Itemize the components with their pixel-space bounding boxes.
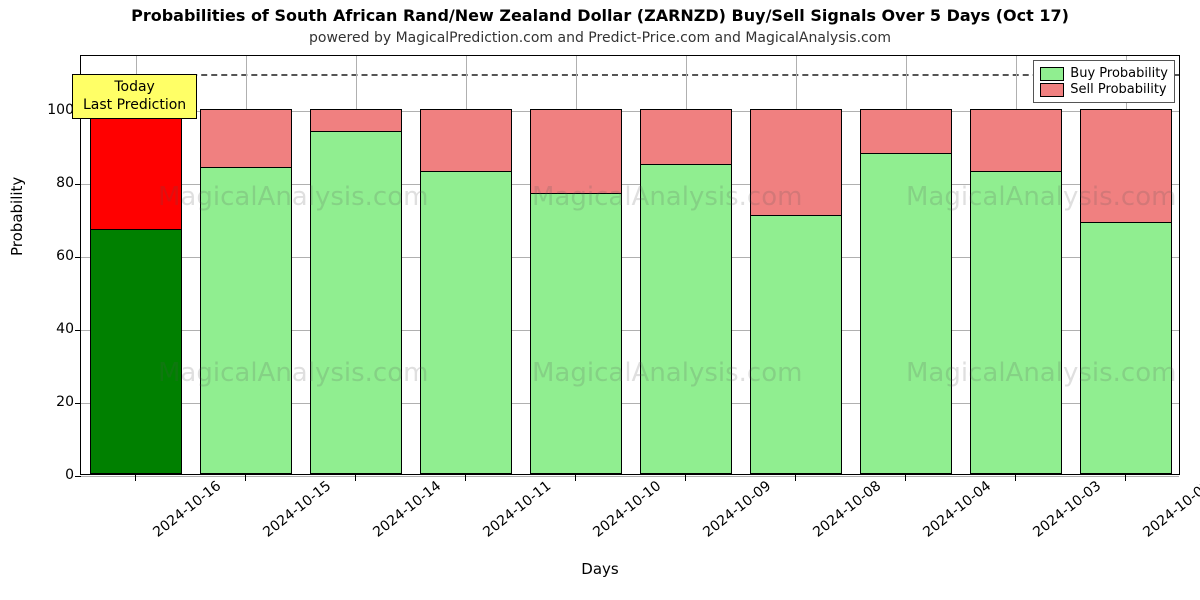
- buy-bar: [420, 171, 512, 474]
- bar-group: [860, 54, 952, 474]
- bar-group: [970, 54, 1062, 474]
- buy-bar: [310, 131, 402, 474]
- chart-figure: Probabilities of South African Rand/New …: [0, 0, 1200, 600]
- ytick-label: 80: [4, 175, 74, 191]
- xtick-mark: [465, 475, 466, 481]
- bar-group: [200, 54, 292, 474]
- ytick-label: 0: [4, 467, 74, 483]
- xtick-mark: [905, 475, 906, 481]
- xtick-label: 2024-10-14: [370, 478, 444, 541]
- buy-bar: [970, 171, 1062, 474]
- ytick-mark: [75, 403, 81, 404]
- legend-swatch: [1040, 83, 1064, 97]
- ytick-mark: [75, 330, 81, 331]
- xtick-label: 2024-10-11: [480, 478, 554, 541]
- legend-item: Sell Probability: [1040, 82, 1168, 97]
- ytick-label: 40: [4, 321, 74, 337]
- bar-group: [530, 54, 622, 474]
- chart-subtitle: powered by MagicalPrediction.com and Pre…: [0, 30, 1200, 46]
- legend-swatch: [1040, 67, 1064, 81]
- buy-bar: [90, 229, 182, 474]
- xtick-mark: [245, 475, 246, 481]
- xtick-label: 2024-10-03: [1030, 478, 1104, 541]
- xtick-mark: [1125, 475, 1126, 481]
- chart-title: Probabilities of South African Rand/New …: [0, 6, 1200, 25]
- buy-bar: [640, 164, 732, 474]
- ytick-label: 20: [4, 394, 74, 410]
- xtick-mark: [355, 475, 356, 481]
- today-annotation: Today Last Prediction: [72, 74, 197, 119]
- bar-group: [1080, 54, 1172, 474]
- xtick-mark: [685, 475, 686, 481]
- xtick-mark: [795, 475, 796, 481]
- xtick-label: 2024-10-02: [1140, 478, 1200, 541]
- buy-bar: [1080, 222, 1172, 474]
- bar-group: [640, 54, 732, 474]
- legend-label: Buy Probability: [1070, 66, 1168, 81]
- xtick-mark: [135, 475, 136, 481]
- ytick-mark: [75, 184, 81, 185]
- buy-bar: [750, 215, 842, 474]
- xtick-label: 2024-10-10: [590, 478, 664, 541]
- xtick-label: 2024-10-16: [150, 478, 224, 541]
- xtick-label: 2024-10-15: [260, 478, 334, 541]
- bar-group: [750, 54, 842, 474]
- buy-bar: [530, 193, 622, 474]
- ytick-mark: [75, 257, 81, 258]
- ytick-label: 60: [4, 248, 74, 264]
- legend-label: Sell Probability: [1070, 82, 1166, 97]
- xtick-label: 2024-10-08: [810, 478, 884, 541]
- xtick-label: 2024-10-04: [920, 478, 994, 541]
- legend-item: Buy Probability: [1040, 66, 1168, 81]
- xtick-mark: [575, 475, 576, 481]
- plot-area: Today Last PredictionMagicalAnalysis.com…: [80, 55, 1180, 475]
- x-axis-label: Days: [0, 560, 1200, 578]
- legend: Buy ProbabilitySell Probability: [1033, 60, 1175, 103]
- buy-bar: [200, 167, 292, 474]
- xtick-label: 2024-10-09: [700, 478, 774, 541]
- ytick-mark: [75, 476, 81, 477]
- bar-group: [310, 54, 402, 474]
- bar-group: [420, 54, 512, 474]
- ytick-label: 100: [4, 102, 74, 118]
- xtick-mark: [1015, 475, 1016, 481]
- buy-bar: [860, 153, 952, 474]
